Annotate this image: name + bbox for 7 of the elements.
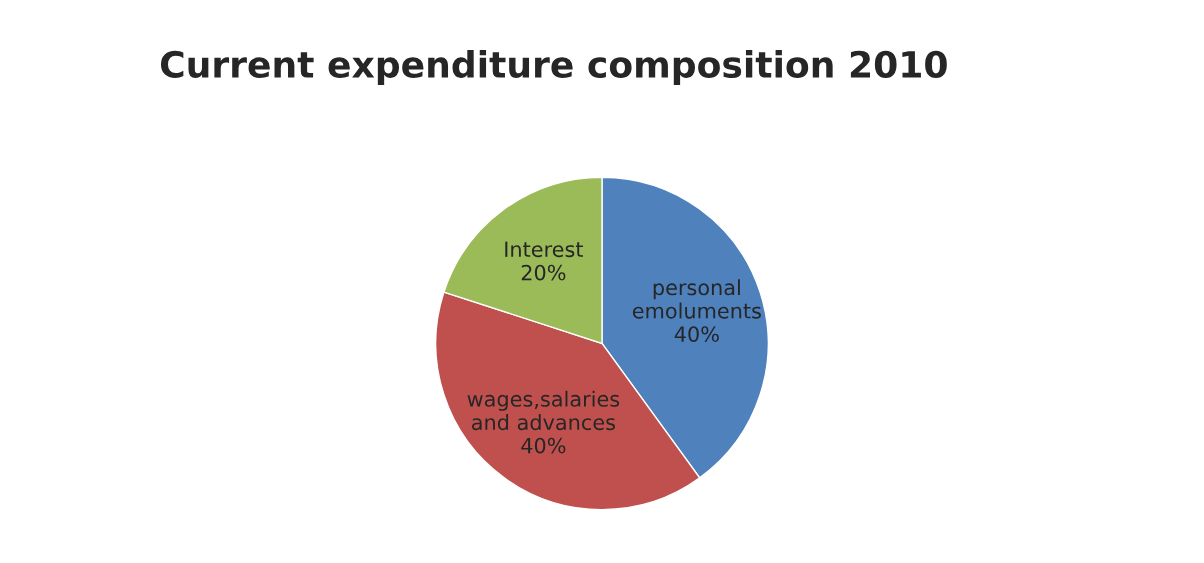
- data-label: 40%: [521, 437, 566, 454]
- slice-label: wages,salaries and advances: [467, 390, 620, 431]
- slice-label: personal emoluments: [632, 279, 761, 319]
- data-label: 40%: [674, 326, 719, 342]
- chart-title: Current expenditure composition 2010: [160, 50, 947, 86]
- slice-label: Interest: [505, 241, 584, 258]
- data-label: 20%: [521, 264, 566, 281]
